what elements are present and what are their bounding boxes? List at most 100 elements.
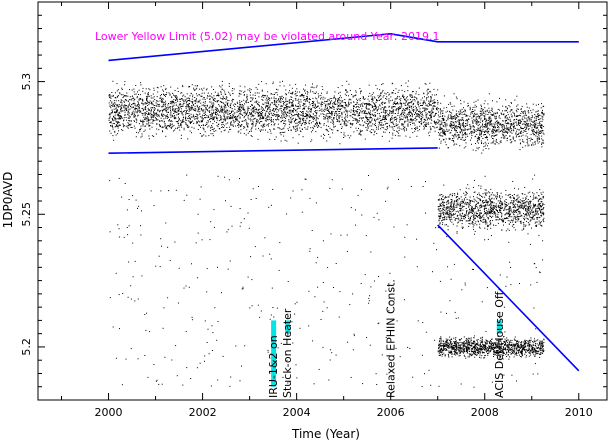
data-point [527, 123, 529, 125]
data-point [256, 118, 258, 120]
data-point [414, 96, 416, 98]
data-point [433, 120, 435, 122]
data-point [116, 83, 118, 85]
data-point [360, 124, 362, 126]
data-point [510, 128, 512, 130]
data-point [279, 128, 281, 130]
data-point [246, 123, 248, 125]
data-point [228, 116, 230, 118]
data-point [194, 109, 196, 111]
data-point [124, 105, 126, 107]
data-point [158, 129, 160, 131]
data-point [365, 103, 367, 105]
data-point [479, 121, 481, 123]
data-point [277, 116, 279, 118]
data-point [541, 135, 543, 137]
data-point [423, 93, 425, 95]
data-point [533, 124, 535, 126]
data-point [345, 94, 347, 96]
data-point [274, 123, 276, 125]
data-point [328, 111, 330, 113]
data-point [271, 114, 273, 116]
data-point [295, 93, 297, 95]
data-point [382, 115, 384, 117]
data-point [459, 114, 461, 116]
data-point [337, 87, 339, 88]
data-point [528, 201, 530, 203]
data-point [407, 119, 409, 121]
data-point [526, 139, 528, 141]
data-point [384, 113, 386, 115]
data-point [122, 123, 124, 125]
data-point [238, 111, 240, 113]
data-point [183, 101, 185, 102]
data-point [250, 91, 251, 93]
data-point [286, 100, 288, 102]
data-point [499, 117, 501, 119]
data-point [221, 88, 223, 90]
data-point [116, 109, 118, 110]
data-point [511, 109, 513, 110]
data-point [123, 120, 125, 122]
data-point [154, 99, 156, 101]
data-point [443, 197, 445, 199]
data-point [232, 98, 234, 100]
data-point [373, 96, 375, 98]
data-point [194, 89, 196, 91]
data-point [327, 130, 329, 132]
data-point [260, 130, 261, 132]
data-point [420, 99, 422, 101]
data-point [449, 138, 451, 140]
data-point [425, 102, 426, 104]
data-point [280, 104, 282, 106]
data-point [409, 101, 411, 103]
data-point [282, 132, 284, 133]
data-point [368, 111, 369, 113]
data-point [418, 101, 419, 103]
data-point [456, 132, 458, 133]
data-point [480, 114, 482, 116]
data-point [391, 137, 393, 139]
data-point [276, 88, 277, 90]
data-point [345, 119, 347, 121]
data-point [428, 118, 430, 120]
data-point [539, 114, 541, 116]
data-point [306, 95, 308, 97]
data-point [450, 126, 452, 127]
data-point [504, 122, 506, 124]
data-point [469, 109, 471, 111]
data-point [384, 115, 386, 117]
data-point [382, 96, 384, 98]
data-point [440, 140, 442, 142]
data-point [442, 115, 444, 116]
data-point [332, 121, 334, 122]
data-point [188, 106, 190, 108]
data-point [367, 127, 369, 129]
data-point [518, 122, 520, 123]
data-point [218, 123, 220, 125]
data-point [134, 120, 135, 122]
data-point [339, 103, 341, 105]
data-point [167, 106, 169, 108]
data-point [181, 113, 183, 115]
data-point [440, 128, 442, 130]
data-point [385, 110, 387, 112]
data-point [144, 113, 146, 115]
data-point [512, 123, 514, 125]
data-point [246, 96, 248, 98]
data-point [326, 100, 328, 102]
data-point [480, 133, 482, 135]
data-point [215, 116, 217, 118]
data-point [175, 102, 177, 104]
data-point [454, 125, 456, 127]
data-point [333, 117, 335, 119]
data-point [518, 115, 520, 117]
data-point [186, 103, 188, 105]
data-point [521, 105, 523, 107]
data-point [532, 142, 534, 144]
data-point [312, 121, 314, 123]
data-point [188, 107, 190, 109]
data-point [515, 217, 517, 219]
data-point [302, 121, 304, 123]
data-point [512, 137, 514, 139]
